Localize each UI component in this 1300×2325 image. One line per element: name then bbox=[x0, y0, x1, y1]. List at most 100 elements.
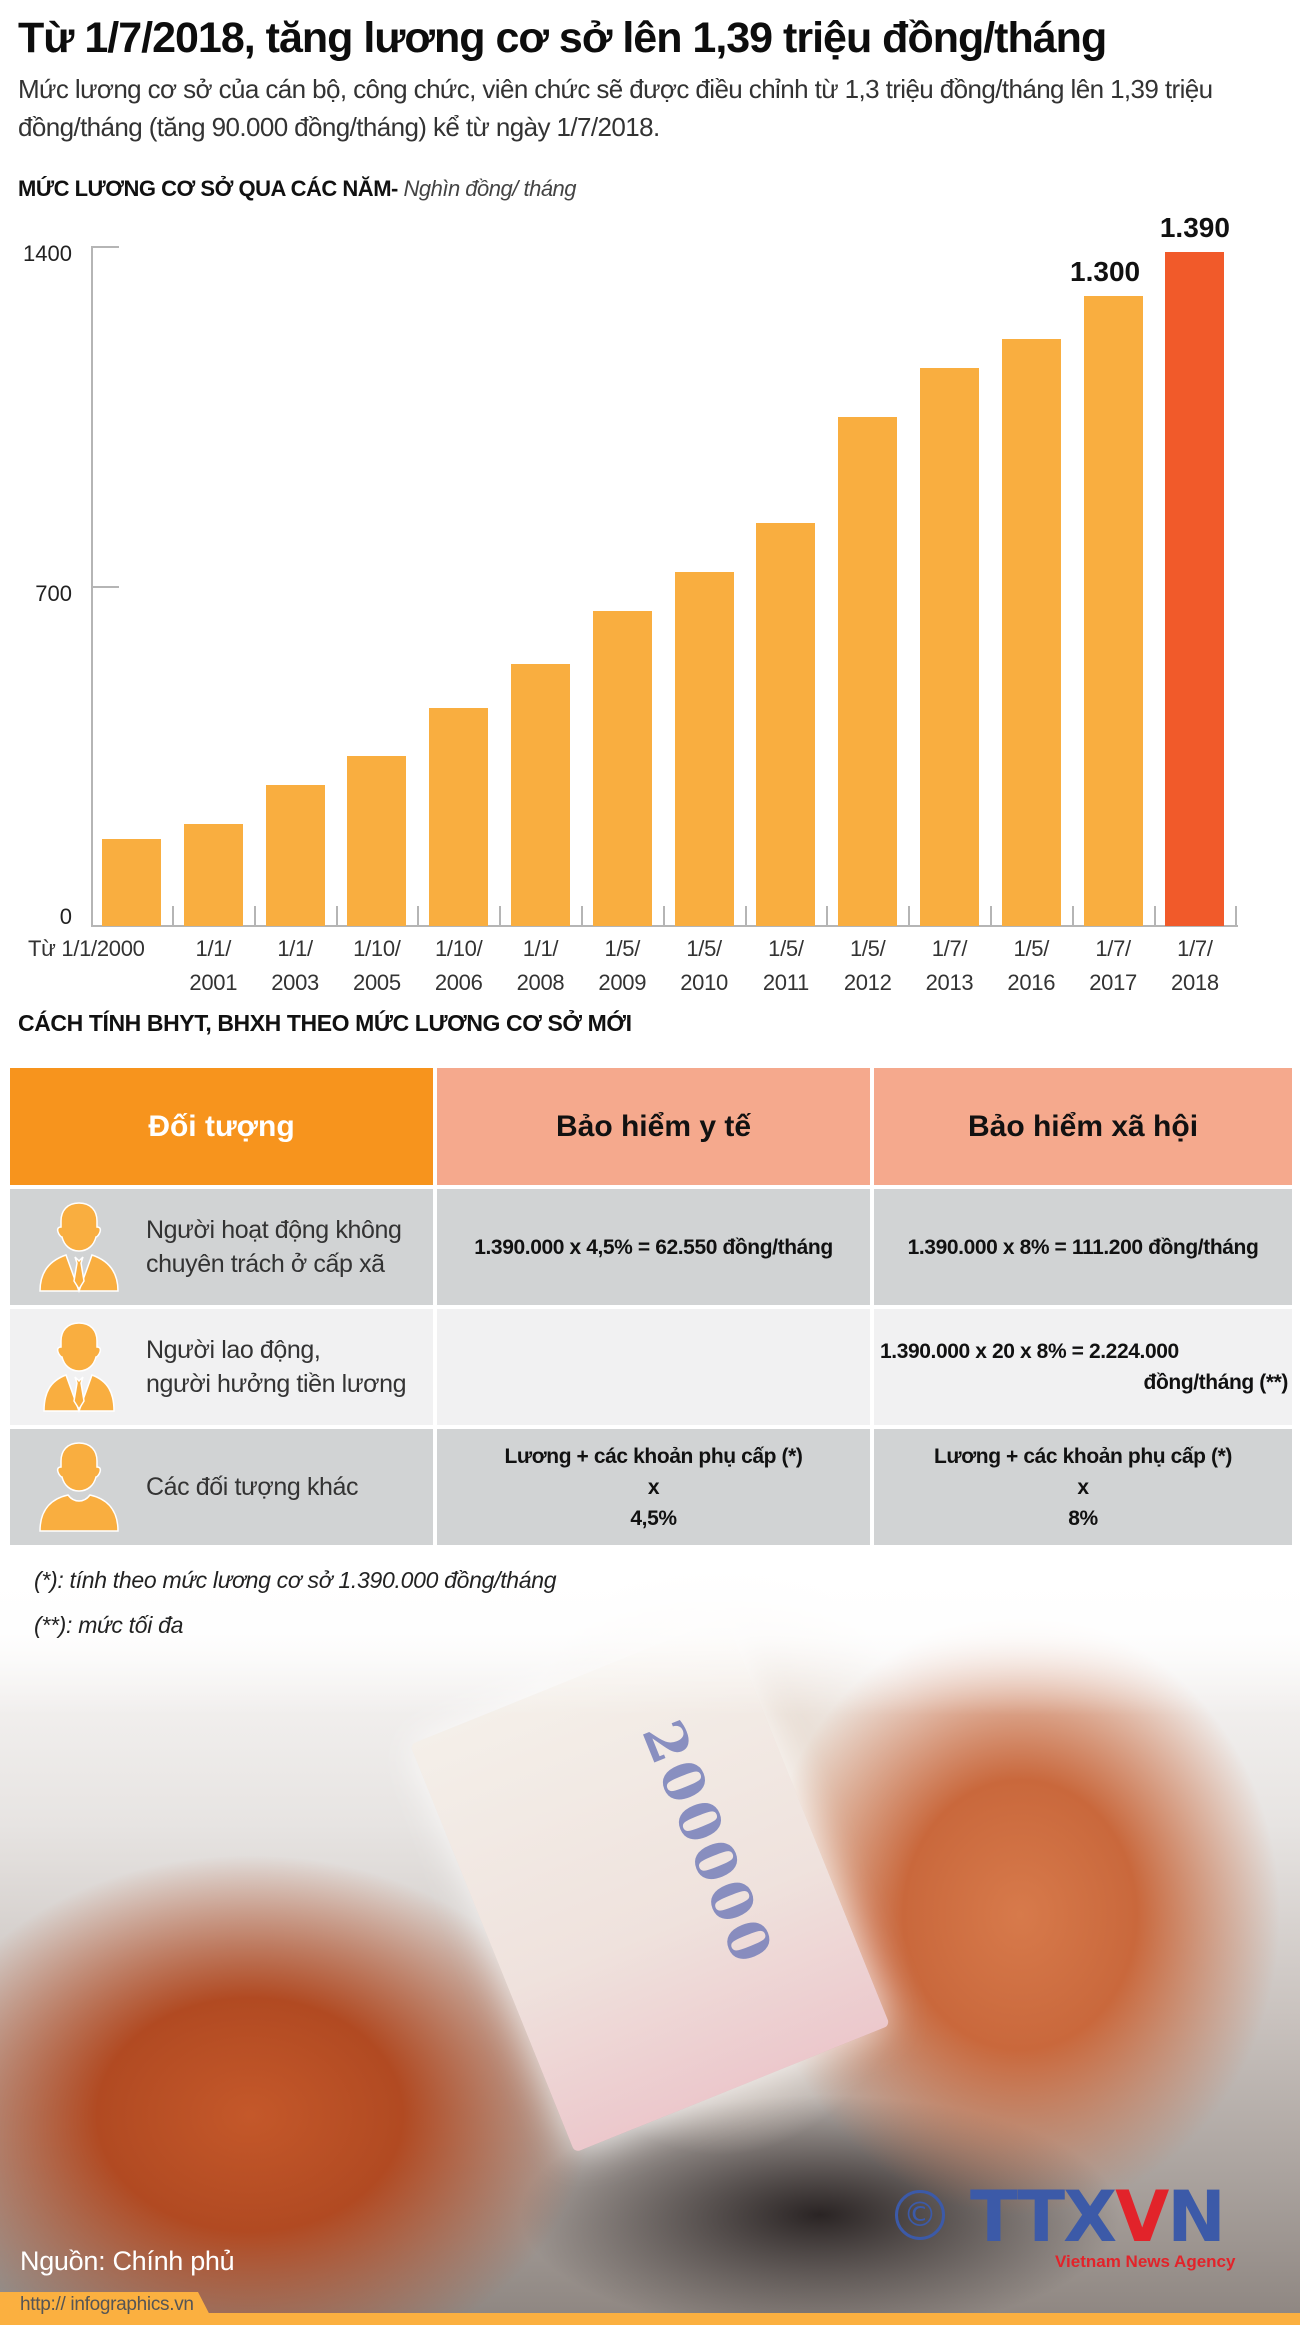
chart-title: MỨC LƯƠNG CƠ SỞ QUA CÁC NĂM- bbox=[18, 176, 398, 201]
chart-heading: MỨC LƯƠNG CƠ SỞ QUA CÁC NĂM- Nghìn đồng/… bbox=[18, 176, 577, 202]
footer-bar bbox=[0, 2313, 1300, 2325]
social-insurance-cell: 1.390.000 x 8% = 111.200 đồng/tháng bbox=[874, 1189, 1292, 1305]
y-tick-label: 0 bbox=[59, 904, 72, 929]
x-tick bbox=[908, 906, 911, 926]
x-tick bbox=[335, 906, 338, 926]
x-tick-label: 1/5/2009 bbox=[598, 936, 647, 995]
x-tick bbox=[990, 906, 992, 926]
x-axis bbox=[91, 925, 1238, 927]
logo-wordmark: TTXVN bbox=[970, 2182, 1226, 2252]
bar bbox=[1165, 251, 1225, 926]
bar-chart: 0 700 1400 Từ 1/1/2000 1/1/2001 1/1/2003 1/10/… bbox=[0, 200, 1300, 1000]
subject-line: chuyên trách ở cấp xã bbox=[146, 1250, 385, 1278]
x-tick-label: 1/7/2017 bbox=[1089, 936, 1137, 995]
bar bbox=[511, 664, 570, 926]
x-tick-label: 1/1/2008 bbox=[516, 936, 565, 995]
bar bbox=[183, 824, 243, 926]
x-tick-label: 1/1/2001 bbox=[189, 936, 238, 995]
table-row: Các đối tượng khác Lương + các khoản phụ… bbox=[10, 1429, 1292, 1545]
bar bbox=[429, 707, 489, 926]
social-insurance-cell: 1.390.000 x 20 x 8% = 2.224.000 đồng/thá… bbox=[874, 1309, 1292, 1425]
page-subtitle: Mức lương cơ sở của cán bộ, công chức, v… bbox=[18, 74, 1213, 142]
x-tick bbox=[417, 906, 420, 926]
x-tick bbox=[662, 906, 665, 926]
bar bbox=[756, 523, 816, 926]
x-tick-label: 1/7/2018 bbox=[1171, 936, 1219, 995]
social-insurance-cell: Lương + các khoản phụ cấp (*) x 8% bbox=[874, 1429, 1292, 1545]
ttxvn-logo: © TTXVN Vietnam News Agency bbox=[895, 2182, 1275, 2280]
social-calc: 1.390.000 x 20 x 8% = 2.224.000 đồng/thá… bbox=[874, 1336, 1292, 1398]
social-calc: 1.390.000 x 8% = 111.200 đồng/tháng bbox=[907, 1235, 1259, 1259]
x-tick-label: 1/5/2012 bbox=[843, 936, 892, 995]
x-tick bbox=[1071, 906, 1074, 926]
y-tick-label: 1400 bbox=[23, 241, 72, 266]
logo-tagline: Vietnam News Agency bbox=[1055, 2252, 1236, 2271]
subject-cell: Người lao động, người hưởng tiền lương bbox=[10, 1309, 433, 1425]
header-social-insurance: Bảo hiểm xã hội bbox=[874, 1068, 1292, 1185]
url-tab bbox=[0, 2292, 215, 2325]
subject-text: Người lao động, người hưởng tiền lương bbox=[146, 1333, 407, 1401]
health-calc: Lương + các khoản phụ cấp (*) x 4,5% bbox=[505, 1441, 803, 1534]
chart-unit: Nghìn đồng/ tháng bbox=[403, 176, 577, 201]
background-photo-money-counting: 200000 bbox=[0, 1555, 1300, 2325]
subject-line: Người hoạt động không bbox=[146, 1216, 402, 1244]
footnotes: (*): tính theo mức lương cơ sở 1.390.000… bbox=[34, 1558, 557, 1648]
bar-value-label: 1.300 bbox=[1070, 255, 1141, 287]
x-tick bbox=[826, 906, 829, 926]
x-tick-label: Từ 1/1/2000 bbox=[28, 936, 145, 961]
x-tick-label: 1/10/2005 bbox=[353, 936, 401, 995]
x-tick bbox=[1235, 906, 1238, 926]
x-tick-label: 1/10/2006 bbox=[434, 936, 483, 995]
x-tick-label: 1/5/2016 bbox=[1007, 936, 1056, 995]
subject-line: Các đối tượng khác bbox=[146, 1473, 359, 1501]
x-tick-label: 1/7/2013 bbox=[925, 936, 974, 995]
site-url-link[interactable]: http:// infographics.vn bbox=[20, 2294, 194, 2315]
x-tick bbox=[581, 906, 583, 926]
x-tick bbox=[172, 906, 174, 926]
logo-text-v: V bbox=[1115, 2176, 1169, 2258]
x-tick bbox=[1153, 906, 1156, 926]
bar bbox=[347, 756, 407, 926]
social-calc-line: 1.390.000 x 20 x 8% = 2.224.000 bbox=[880, 1340, 1179, 1363]
person-icon bbox=[39, 1442, 119, 1532]
table-heading: CÁCH TÍNH BHYT, BHXH THEO MỨC LƯƠNG CƠ S… bbox=[18, 1010, 632, 1036]
bar bbox=[102, 838, 161, 926]
social-calc-line: 8% bbox=[1068, 1506, 1098, 1530]
health-insurance-cell bbox=[437, 1309, 870, 1425]
x-tick bbox=[744, 906, 747, 926]
banknote-value: 200000 bbox=[628, 1711, 787, 1976]
subject-text: Người hoạt động không chuyên trách ở cấp… bbox=[146, 1213, 402, 1281]
social-calc-line: x bbox=[1077, 1475, 1089, 1499]
person-tie-icon bbox=[39, 1202, 119, 1293]
health-insurance-cell: 1.390.000 x 4,5% = 62.550 đồng/tháng bbox=[437, 1189, 870, 1305]
health-insurance-cell: Lương + các khoản phụ cấp (*) x 4,5% bbox=[437, 1429, 870, 1545]
bar bbox=[920, 368, 979, 926]
table-row: Người lao động, người hưởng tiền lương 1… bbox=[10, 1309, 1292, 1425]
health-calc-line: 4,5% bbox=[630, 1506, 677, 1530]
health-calc-line: Lương + các khoản phụ cấp (*) bbox=[504, 1444, 803, 1468]
bar bbox=[1001, 339, 1061, 926]
copyright-icon: © bbox=[895, 2190, 945, 2240]
bar bbox=[838, 416, 898, 926]
bar bbox=[265, 785, 325, 926]
footnote: (**): mức tối đa bbox=[34, 1612, 184, 1638]
footnote: (*): tính theo mức lương cơ sở 1.390.000… bbox=[34, 1567, 557, 1593]
page-title: Từ 1/7/2018, tăng lương cơ sở lên 1,39 t… bbox=[18, 14, 1107, 62]
table-header-row: Đối tượng Bảo hiểm y tế Bảo hiểm xã hội bbox=[10, 1068, 1292, 1185]
bar bbox=[674, 571, 734, 926]
y-tick-label: 700 bbox=[35, 580, 72, 606]
bar bbox=[592, 610, 652, 926]
x-tick bbox=[253, 906, 256, 926]
subject-cell: Người hoạt động không chuyên trách ở cấp… bbox=[10, 1189, 433, 1305]
person-tie-icon bbox=[43, 1322, 115, 1413]
health-calc-line: x bbox=[647, 1475, 660, 1499]
bar-value-label: 1.390 bbox=[1159, 211, 1230, 243]
photo-fade bbox=[0, 1555, 1300, 1715]
subject-line: Người lao động, bbox=[146, 1336, 321, 1364]
table-row: Người hoạt động không chuyên trách ở cấp… bbox=[10, 1189, 1292, 1305]
social-calc-line: Lương + các khoản phụ cấp (*) bbox=[934, 1444, 1232, 1468]
subject-cell: Các đối tượng khác bbox=[10, 1429, 433, 1545]
bar bbox=[1083, 295, 1143, 926]
social-calc: Lương + các khoản phụ cấp (*) x 8% bbox=[934, 1441, 1232, 1534]
x-tick-label: 1/1/2003 bbox=[271, 936, 319, 995]
